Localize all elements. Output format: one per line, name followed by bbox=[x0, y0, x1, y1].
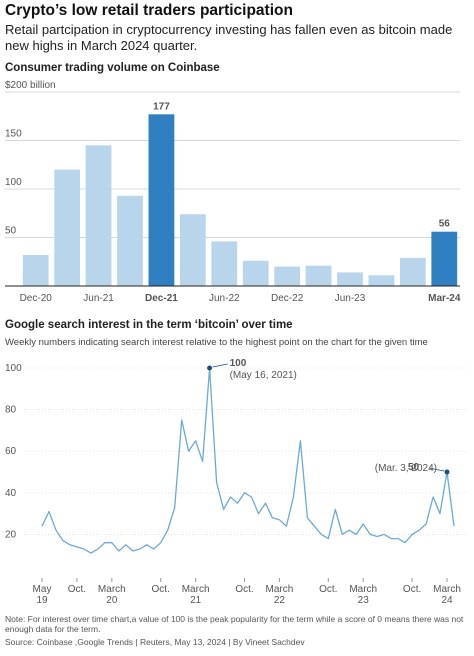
x-tick-label: March 21 bbox=[182, 584, 210, 606]
data-label: 50 bbox=[408, 462, 420, 473]
y-tick-label: 100 bbox=[5, 177, 22, 188]
x-tick-label: Oct. bbox=[152, 584, 170, 595]
y-tick-label: 60 bbox=[5, 446, 17, 457]
bar bbox=[242, 260, 269, 286]
page-subtitle: Retail partcipation in cryptocurrency in… bbox=[5, 22, 453, 53]
bar bbox=[117, 195, 143, 286]
chart-subtitle: Weekly numbers indicating search interes… bbox=[5, 337, 428, 348]
bar bbox=[368, 275, 395, 286]
y-tick-label: 20 bbox=[5, 529, 17, 540]
y-tick-label: 40 bbox=[5, 488, 17, 499]
x-tick-label: Dec-20 bbox=[20, 293, 53, 304]
data-note: (May 16, 2021) bbox=[230, 370, 297, 381]
x-tick-label: Oct. bbox=[319, 584, 337, 595]
bar bbox=[431, 231, 458, 286]
note: Note: For interest over time chart,a val… bbox=[5, 614, 464, 634]
bar bbox=[399, 257, 426, 286]
bar bbox=[85, 145, 112, 286]
chart-title: Consumer trading volume on Coinbase bbox=[5, 62, 220, 74]
x-tick-label: May 19 bbox=[33, 584, 52, 606]
data-label: 56 bbox=[439, 219, 451, 230]
x-tick-label: Oct. bbox=[403, 584, 421, 595]
highlight-dot bbox=[207, 365, 213, 371]
highlight-dot bbox=[444, 469, 450, 475]
y-tick-label: 150 bbox=[5, 129, 22, 140]
leader bbox=[212, 363, 228, 368]
data-label: 177 bbox=[153, 101, 170, 112]
x-tick-label: Jun-23 bbox=[335, 293, 366, 304]
bar bbox=[148, 114, 175, 286]
x-tick-label: March 22 bbox=[266, 584, 294, 606]
y-tick-label: 100 bbox=[5, 363, 22, 374]
x-tick-label: Mar-24 bbox=[428, 293, 461, 304]
line bbox=[41, 367, 455, 554]
source: Source: Coinbase ,Google Trends | Reuter… bbox=[5, 637, 305, 647]
x-tick-label: Dec-22 bbox=[271, 293, 304, 304]
chart-title: Google search interest in the term ‘bitc… bbox=[5, 319, 293, 331]
bar bbox=[179, 214, 206, 286]
bar bbox=[274, 266, 301, 286]
bar bbox=[305, 265, 332, 286]
data-note: (Mar. 3, 2024) bbox=[375, 463, 437, 474]
leader bbox=[428, 467, 445, 472]
page-title: Crypto’s low retail traders participatio… bbox=[5, 2, 293, 19]
x-tick-label: March 23 bbox=[349, 584, 377, 606]
bar bbox=[211, 241, 238, 286]
bar bbox=[337, 272, 363, 286]
bar bbox=[54, 169, 81, 286]
x-tick-label: Jun-21 bbox=[83, 293, 114, 304]
y-tick-label: 50 bbox=[5, 226, 17, 237]
x-tick-label: March 24 bbox=[433, 584, 461, 606]
x-tick-label: Dec-21 bbox=[145, 293, 178, 304]
y-tick-label: $200 billion bbox=[5, 80, 56, 91]
x-tick-label: Oct. bbox=[68, 584, 86, 595]
bar bbox=[22, 254, 49, 286]
x-tick-label: Jun-22 bbox=[209, 293, 240, 304]
data-label: 100 bbox=[230, 358, 247, 369]
y-tick-label: 80 bbox=[5, 405, 17, 416]
x-tick-label: March 20 bbox=[98, 584, 126, 606]
x-tick-label: Oct. bbox=[235, 584, 253, 595]
